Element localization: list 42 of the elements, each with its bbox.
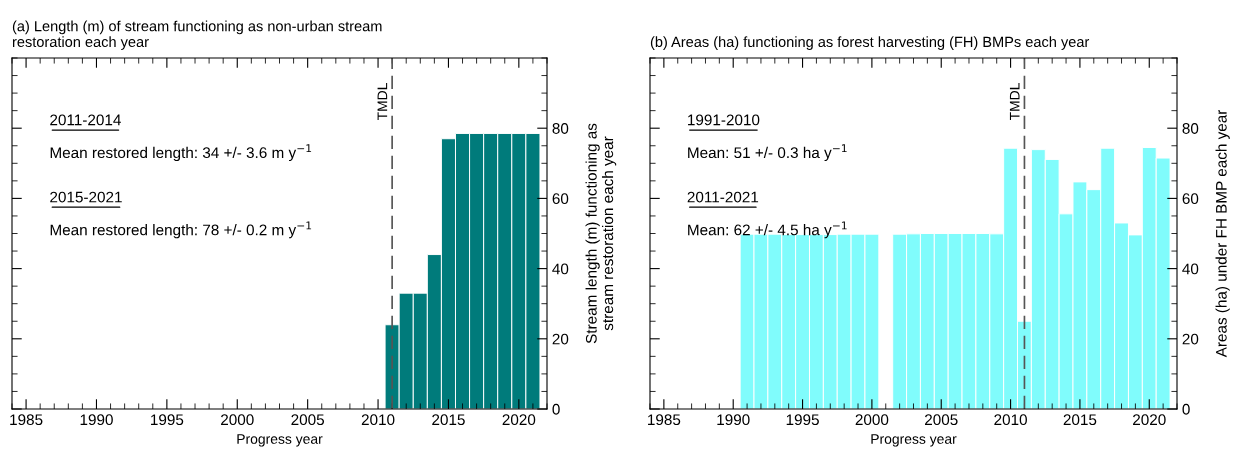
x-tick-label: 2010	[994, 414, 1027, 426]
x-tick-label: 1985	[648, 414, 681, 426]
chart-title: (b) Areas (ha) functioning as forest harvesting (FH) BMPs each year	[650, 36, 1090, 50]
x-tick-label: 2010	[361, 414, 395, 426]
x-tick-label: 1995	[151, 414, 184, 426]
y-tick-label: 0	[552, 403, 560, 415]
annotation: 2011-2014	[50, 114, 121, 126]
y-tick-label: 80	[552, 123, 569, 134]
annotation: Mean restored length: 34 +/- 3.6 m y$^{−1}$	[50, 144, 312, 162]
annotation: 1991-2010	[688, 114, 760, 126]
x-tick-label: 2005	[925, 414, 958, 426]
x-tick-label: 1985	[10, 414, 43, 426]
y-axis-title: Areas (ha) under FH BMP each year	[1215, 109, 1230, 358]
y-tick-label: 40	[1182, 263, 1199, 275]
y-tick-label: 20	[552, 333, 569, 345]
chart-title: (a) Length (m) of stream functioning as non-urban stream restoration each year	[12, 20, 382, 50]
x-axis-title: Progress year	[237, 434, 323, 447]
annotation: 2011-2021	[687, 191, 759, 203]
x-tick-label: 2020	[502, 414, 536, 426]
x-tick-label: 1990	[80, 414, 113, 426]
y-tick-label: 60	[1182, 193, 1199, 205]
annotation: Mean restored length: 78 +/- 0.2 m y$^{−1}$	[50, 221, 312, 239]
y-tick-label: 80	[1182, 123, 1199, 134]
x-tick-label: 1995	[786, 414, 819, 426]
annotation: 2015-2021	[50, 191, 122, 203]
x-axis-title: Progress year	[871, 434, 957, 447]
y-tick-label: 20	[1182, 333, 1199, 345]
annotation: Mean: 62 +/- 4.5 ha y$^{−1}$	[688, 221, 847, 239]
x-tick-label: 2000	[221, 414, 254, 426]
x-tick-label: 2020	[1133, 414, 1166, 426]
y-tick-label: 0	[1182, 403, 1190, 415]
y-tick-label: 60	[552, 193, 569, 205]
ref-line-label: TMDL	[377, 83, 388, 121]
y-axis-title: Stream length (m) functioning as stream restoration each year	[585, 123, 617, 344]
y-tick-label: 40	[552, 263, 569, 275]
x-tick-label: 2015	[432, 414, 465, 426]
ref-line-label: TMDL	[1009, 83, 1020, 121]
x-tick-label: 2000	[855, 414, 889, 426]
x-tick-label: 1990	[717, 414, 750, 426]
annotation: Mean: 51 +/- 0.3 ha y$^{−1}$	[688, 144, 847, 162]
x-tick-label: 2005	[291, 414, 325, 426]
x-tick-label: 2015	[1063, 414, 1097, 426]
